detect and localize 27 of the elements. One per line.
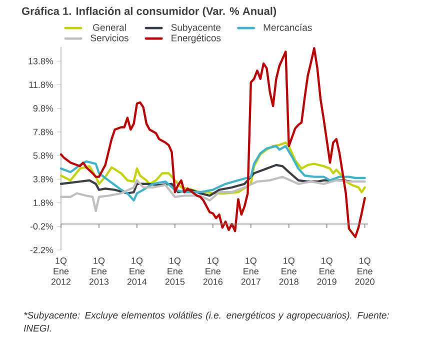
y-tick-label: 13.8% [28, 58, 54, 64]
y-tick-label: 1.8% [34, 200, 54, 206]
chart-title: Gráfica 1. Inflación al consumidor (Var. % Anual) [22, 6, 276, 18]
legend-label: Servicios [90, 34, 128, 42]
legend-label: Subyacente [171, 24, 221, 33]
x-tick-label: 1Q Ene 2018 [279, 258, 298, 285]
legend-label: General [93, 24, 126, 31]
line-series [60, 176, 366, 212]
y-tick-label: -0.2% [30, 223, 54, 230]
y-tick-label: 3.8% [33, 176, 54, 182]
x-tick-label: 1Q Ene 2020 [355, 258, 374, 285]
x-tick-label: 1Q Ene 2015 [165, 258, 185, 285]
legend-label: Mercancías [264, 24, 312, 31]
y-tick-label: 5.8% [33, 152, 54, 159]
x-tick-label: 1Q Ene 2014 [127, 258, 147, 285]
y-tick-label: 9.8% [33, 105, 54, 112]
x-tick-label: 1Q Ene 2016 [203, 258, 223, 285]
x-tick-label: 1Q Ene 2012 [51, 258, 71, 285]
x-tick-label: 1Q Ene 2017 [241, 258, 260, 285]
line-series [60, 145, 366, 202]
text: *Subyacente: Excluye elementos volátiles (i.e. energéticos y agropecuarios). Fuente: INEGI. [24, 312, 390, 332]
legend-label: Energéticos [172, 34, 221, 44]
y-tick-label: 11.8% [29, 82, 54, 88]
x-tick-label: 1Q Ene 2019 [317, 258, 336, 285]
x-tick-label: 1Q Ene 2013 [89, 258, 109, 285]
y-tick-label: 7.8% [33, 128, 54, 136]
y-tick-label: -2.2% [30, 246, 54, 254]
